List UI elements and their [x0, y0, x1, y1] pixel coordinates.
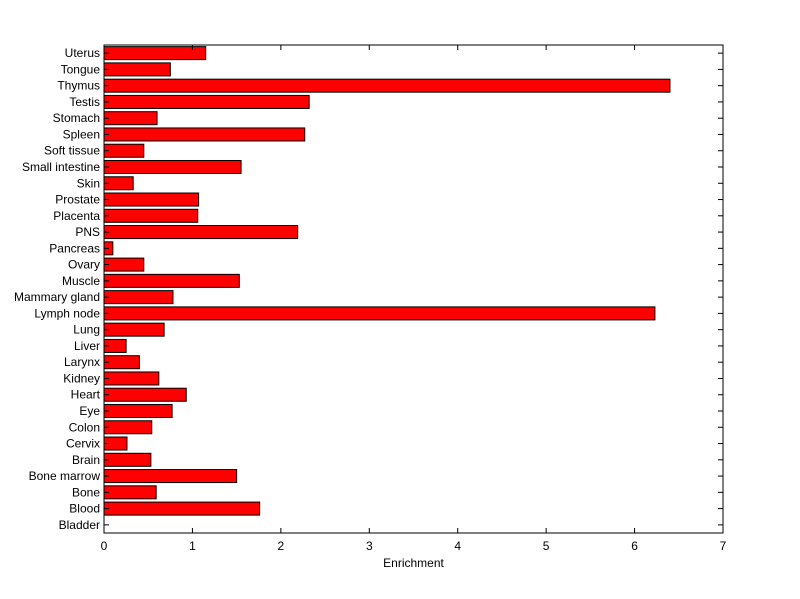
y-tick-label: Brain [72, 453, 100, 467]
y-tick-label: Heart [71, 388, 101, 402]
y-tick-label: Eye [79, 404, 100, 418]
bar-bone-marrow [103, 469, 238, 484]
y-tick-label: Ovary [68, 258, 100, 272]
bar-mammary-gland [103, 290, 174, 305]
x-tick-label: 6 [631, 539, 638, 553]
y-tick-label: Testis [69, 95, 100, 109]
bar-placenta [103, 208, 199, 223]
bar-ovary [103, 257, 145, 272]
bar-heart [103, 387, 187, 402]
y-tick-label: Muscle [62, 274, 100, 288]
y-tick-label: Placenta [53, 209, 100, 223]
bar-blood [103, 501, 261, 516]
bar-testis [103, 94, 310, 109]
y-tick-label: Liver [74, 339, 100, 353]
bar-colon [103, 420, 153, 435]
y-tick-label: Blood [69, 502, 100, 516]
y-tick-label: Small intestine [22, 160, 100, 174]
y-tick-label: Stomach [53, 111, 100, 125]
bar-muscle [103, 273, 240, 288]
x-tick-label: 4 [454, 539, 461, 553]
y-tick-label: Bone [72, 485, 100, 499]
bar-soft-tissue [103, 143, 145, 158]
bar-stomach [103, 111, 158, 126]
y-tick-label: Pancreas [49, 241, 100, 255]
y-tick-label: Larynx [64, 355, 100, 369]
y-tick-label: Tongue [61, 62, 101, 76]
y-tick-label: Soft tissue [44, 144, 100, 158]
y-tick-label: Colon [69, 420, 100, 434]
bar-brain [103, 452, 152, 467]
x-tick-label: 1 [189, 539, 196, 553]
y-tick-label: Prostate [55, 193, 100, 207]
bar-larynx [103, 355, 140, 370]
y-tick-label: Lymph node [34, 306, 100, 320]
plot-frame [103, 44, 724, 534]
y-tick-label: Spleen [63, 127, 100, 141]
bar-pns [103, 225, 299, 240]
bar-tongue [103, 62, 171, 77]
x-axis-label: Enrichment [383, 556, 444, 570]
bar-eye [103, 403, 173, 419]
bar-bone [103, 485, 157, 500]
x-ticks-group: 0 1 2 3 4 5 6 7 [101, 45, 727, 553]
y-tick-label: Bladder [59, 518, 100, 532]
bar-lymph-node [103, 306, 656, 321]
x-tick-label: 2 [278, 539, 285, 553]
bars-group [103, 46, 671, 516]
x-tick-label: 5 [543, 539, 550, 553]
x-tick-label: 7 [720, 539, 727, 553]
bar-thymus [103, 78, 671, 93]
y-tick-label: PNS [75, 225, 100, 239]
y-tick-label: Cervix [66, 437, 100, 451]
y-tick-label: Uterus [65, 46, 100, 60]
bar-small-intestine [103, 159, 242, 175]
y-ticks-group: Uterus Tongue Thymus Testis Stomach Spleen Sof… [14, 46, 723, 532]
y-tick-label: Skin [77, 176, 100, 190]
x-tick-label: 3 [366, 539, 373, 553]
bar-uterus [103, 46, 207, 61]
y-tick-label: Bone marrow [29, 469, 101, 483]
y-tick-label: Thymus [57, 79, 100, 93]
bar-spleen [103, 127, 306, 142]
y-tick-label: Mammary gland [14, 290, 100, 304]
bar-kidney [103, 371, 160, 386]
bar-lung [103, 322, 165, 337]
bar-prostate [103, 192, 200, 207]
x-tick-label: 0 [101, 539, 108, 553]
y-tick-label: Kidney [63, 371, 100, 385]
y-tick-label: Lung [73, 323, 100, 337]
